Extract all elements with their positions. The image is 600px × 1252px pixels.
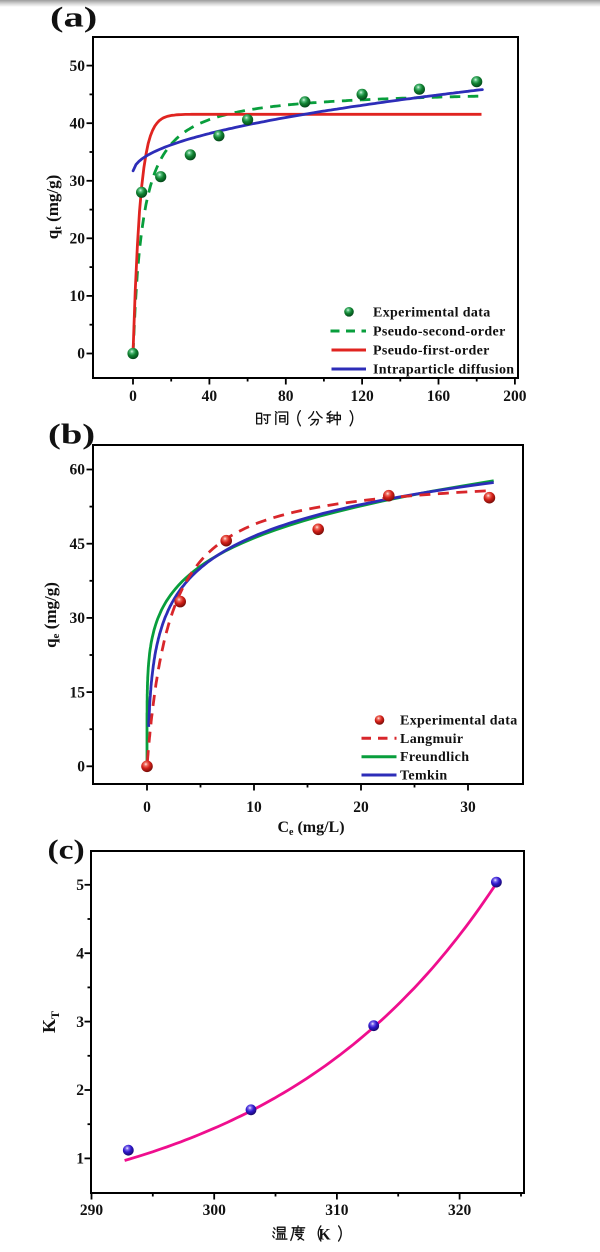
svg-text:310: 310 — [325, 1202, 349, 1219]
svg-text:Pseudo-first-order: Pseudo-first-order — [373, 344, 490, 359]
svg-text:K: K — [318, 1227, 330, 1244]
svg-text:Temkin: Temkin — [400, 769, 448, 784]
svg-text:(a): (a) — [50, 1, 97, 33]
svg-text:(b): (b) — [48, 419, 95, 450]
svg-text:0: 0 — [129, 388, 137, 405]
svg-text:30: 30 — [70, 610, 86, 627]
svg-text:0: 0 — [143, 799, 151, 816]
svg-text:qe (mg/g): qe (mg/g) — [41, 582, 62, 648]
svg-text:50: 50 — [70, 58, 86, 75]
svg-text:0: 0 — [77, 759, 85, 776]
svg-text:5: 5 — [76, 877, 84, 894]
svg-text:3: 3 — [76, 1014, 84, 1031]
svg-text:Experimental data: Experimental data — [373, 305, 491, 320]
svg-text:200: 200 — [503, 388, 527, 405]
svg-text:45: 45 — [70, 536, 86, 553]
svg-text:160: 160 — [427, 388, 451, 405]
svg-text:40: 40 — [202, 388, 218, 405]
svg-text:300: 300 — [203, 1202, 227, 1219]
svg-text:Intraparticle diffusion: Intraparticle diffusion — [373, 363, 514, 378]
svg-text:15: 15 — [70, 684, 86, 701]
svg-text:30: 30 — [70, 173, 86, 190]
svg-text:320: 320 — [448, 1202, 472, 1219]
svg-text:4: 4 — [76, 945, 84, 962]
svg-text:10: 10 — [70, 288, 86, 305]
svg-text:40: 40 — [70, 115, 86, 132]
svg-text:20: 20 — [70, 231, 86, 248]
svg-text:Freundlich: Freundlich — [400, 750, 469, 765]
svg-text:Experimental data: Experimental data — [400, 714, 518, 729]
svg-text:Ce (mg/L): Ce (mg/L) — [277, 819, 344, 838]
svg-text:120: 120 — [350, 388, 374, 405]
svg-text:(c): (c) — [48, 834, 85, 864]
svg-text:2: 2 — [76, 1082, 84, 1099]
svg-text:qt (mg/g): qt (mg/g) — [43, 175, 64, 240]
svg-text:60: 60 — [70, 462, 86, 479]
svg-text:Pseudo-second-order: Pseudo-second-order — [373, 325, 506, 340]
svg-text:290: 290 — [80, 1202, 104, 1219]
svg-text:20: 20 — [353, 799, 369, 816]
svg-text:10: 10 — [246, 799, 262, 816]
svg-text:1: 1 — [76, 1151, 84, 1168]
svg-text:Langmuir: Langmuir — [400, 732, 463, 747]
svg-text:0: 0 — [77, 346, 85, 363]
svg-text:80: 80 — [278, 388, 294, 405]
svg-text:30: 30 — [460, 799, 476, 816]
